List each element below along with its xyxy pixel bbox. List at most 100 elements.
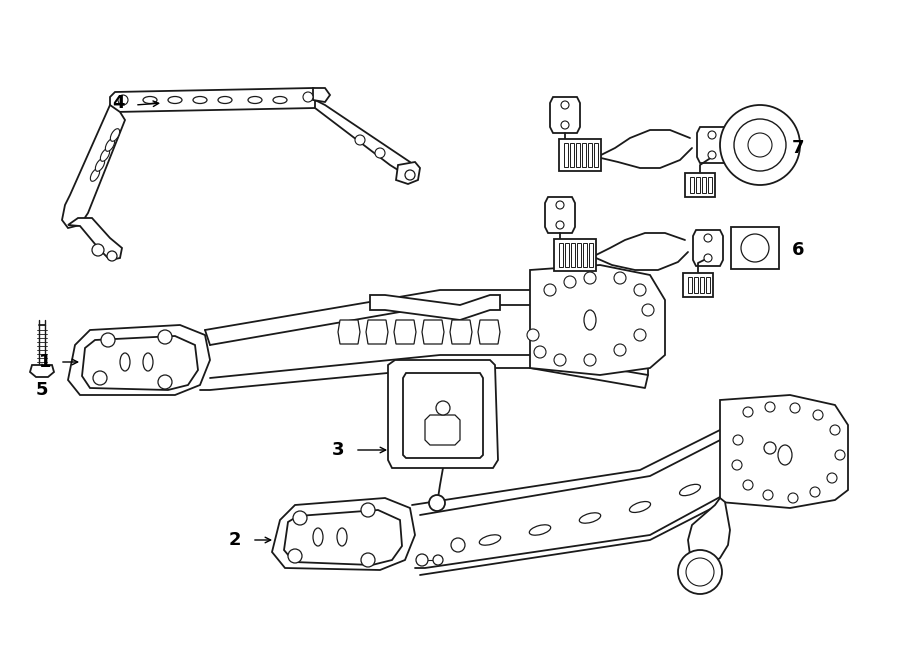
Circle shape — [375, 148, 385, 158]
Polygon shape — [396, 162, 420, 184]
Circle shape — [293, 511, 307, 525]
Circle shape — [107, 251, 117, 261]
Ellipse shape — [529, 525, 551, 535]
Circle shape — [433, 555, 443, 565]
Circle shape — [561, 101, 569, 109]
Circle shape — [101, 333, 115, 347]
Circle shape — [303, 92, 313, 102]
Circle shape — [720, 105, 800, 185]
Circle shape — [158, 375, 172, 389]
Ellipse shape — [120, 353, 130, 371]
Circle shape — [634, 329, 646, 341]
Ellipse shape — [680, 485, 700, 496]
Ellipse shape — [101, 149, 110, 161]
Polygon shape — [694, 277, 698, 293]
Polygon shape — [571, 243, 575, 267]
Polygon shape — [693, 230, 723, 266]
Polygon shape — [683, 273, 713, 297]
Circle shape — [564, 276, 576, 288]
Circle shape — [732, 460, 742, 470]
Polygon shape — [110, 88, 320, 112]
Circle shape — [416, 554, 428, 566]
Polygon shape — [565, 243, 569, 267]
Circle shape — [544, 284, 556, 296]
Polygon shape — [82, 336, 198, 390]
Polygon shape — [594, 143, 598, 167]
Circle shape — [741, 234, 769, 262]
Polygon shape — [554, 239, 596, 271]
Polygon shape — [30, 365, 54, 377]
Ellipse shape — [778, 445, 792, 465]
Polygon shape — [696, 177, 700, 193]
Polygon shape — [550, 97, 580, 133]
Circle shape — [813, 410, 823, 420]
Circle shape — [584, 354, 596, 366]
Circle shape — [614, 344, 626, 356]
Polygon shape — [697, 127, 727, 163]
Ellipse shape — [193, 97, 207, 104]
Circle shape — [734, 119, 786, 171]
Circle shape — [556, 221, 564, 229]
Polygon shape — [564, 143, 568, 167]
Circle shape — [790, 403, 800, 413]
Ellipse shape — [90, 169, 100, 181]
Circle shape — [708, 151, 716, 159]
Circle shape — [361, 553, 375, 567]
Circle shape — [288, 549, 302, 563]
Circle shape — [827, 473, 837, 483]
Polygon shape — [370, 295, 500, 320]
Circle shape — [763, 490, 773, 500]
Polygon shape — [576, 143, 580, 167]
Text: 6: 6 — [792, 241, 805, 259]
Circle shape — [118, 95, 128, 105]
Polygon shape — [688, 498, 730, 565]
Ellipse shape — [143, 97, 157, 104]
Polygon shape — [394, 320, 416, 344]
Text: 5: 5 — [36, 381, 49, 399]
Ellipse shape — [143, 353, 153, 371]
Ellipse shape — [480, 535, 500, 545]
Polygon shape — [272, 498, 415, 570]
Circle shape — [748, 133, 772, 157]
Circle shape — [704, 254, 712, 262]
Ellipse shape — [168, 97, 182, 104]
Circle shape — [561, 121, 569, 129]
Circle shape — [830, 425, 840, 435]
Polygon shape — [702, 177, 706, 193]
Polygon shape — [583, 243, 587, 267]
Text: 3: 3 — [332, 441, 344, 459]
Circle shape — [743, 480, 753, 490]
Text: 7: 7 — [792, 139, 805, 157]
Polygon shape — [708, 177, 712, 193]
Circle shape — [764, 442, 776, 454]
Circle shape — [614, 272, 626, 284]
Circle shape — [361, 503, 375, 517]
Circle shape — [93, 371, 107, 385]
Ellipse shape — [273, 97, 287, 104]
Circle shape — [158, 330, 172, 344]
Polygon shape — [731, 227, 779, 269]
Polygon shape — [68, 325, 210, 395]
Circle shape — [788, 493, 798, 503]
Circle shape — [436, 401, 450, 415]
Circle shape — [405, 170, 415, 180]
Circle shape — [451, 538, 465, 552]
Text: 4: 4 — [112, 94, 124, 112]
Polygon shape — [577, 243, 581, 267]
Polygon shape — [706, 277, 710, 293]
Text: 1: 1 — [39, 353, 51, 371]
Polygon shape — [688, 277, 692, 293]
Ellipse shape — [218, 97, 232, 104]
Polygon shape — [425, 415, 460, 445]
Polygon shape — [403, 373, 483, 458]
Circle shape — [355, 135, 365, 145]
Circle shape — [678, 550, 722, 594]
Polygon shape — [62, 105, 125, 228]
Polygon shape — [559, 139, 601, 171]
Circle shape — [810, 487, 820, 497]
Text: 2: 2 — [229, 531, 241, 549]
Ellipse shape — [584, 310, 596, 330]
Circle shape — [835, 450, 845, 460]
Circle shape — [743, 407, 753, 417]
Ellipse shape — [629, 502, 651, 512]
